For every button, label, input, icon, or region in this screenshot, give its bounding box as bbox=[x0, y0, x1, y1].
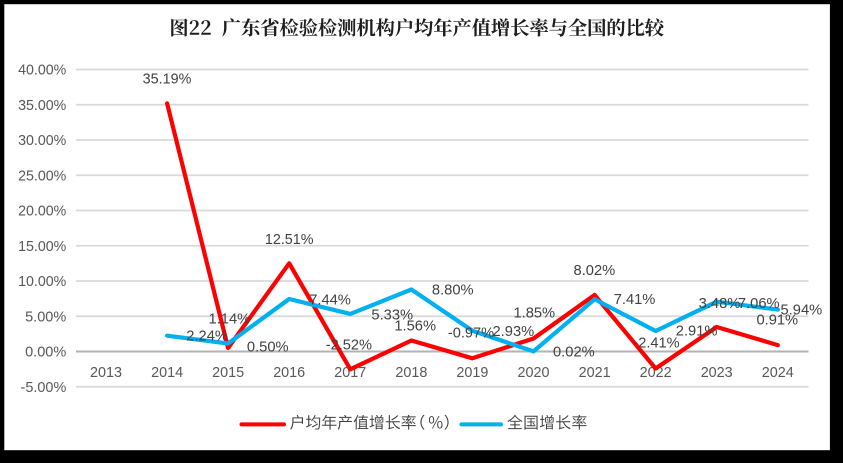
svg-text:-2.52%: -2.52% bbox=[326, 337, 372, 353]
svg-text:7.44%: 7.44% bbox=[309, 293, 351, 309]
svg-text:2.24%: 2.24% bbox=[186, 328, 228, 344]
svg-text:2013: 2013 bbox=[90, 364, 122, 381]
svg-text:2018: 2018 bbox=[395, 364, 427, 381]
svg-text:7.41%: 7.41% bbox=[614, 292, 656, 308]
svg-text:1.14%: 1.14% bbox=[209, 311, 251, 327]
svg-text:15.00%: 15.00% bbox=[18, 238, 66, 255]
svg-text:1.56%: 1.56% bbox=[394, 319, 436, 335]
svg-text:2014: 2014 bbox=[151, 364, 183, 381]
svg-text:2019: 2019 bbox=[456, 364, 488, 381]
svg-text:5.33%: 5.33% bbox=[371, 308, 413, 324]
svg-text:-2.41%: -2.41% bbox=[633, 335, 679, 351]
svg-text:20.00%: 20.00% bbox=[18, 203, 66, 220]
svg-text:2015: 2015 bbox=[212, 364, 244, 381]
svg-text:0.02%: 0.02% bbox=[553, 345, 595, 361]
svg-text:2.93%: 2.93% bbox=[493, 324, 535, 340]
svg-text:12.51%: 12.51% bbox=[265, 232, 314, 248]
svg-text:2023: 2023 bbox=[701, 364, 733, 381]
svg-text:8.02%: 8.02% bbox=[574, 263, 616, 279]
svg-text:35.19%: 35.19% bbox=[143, 71, 192, 87]
svg-text:-0.97%: -0.97% bbox=[448, 325, 494, 341]
svg-text:5.00%: 5.00% bbox=[25, 308, 66, 325]
svg-text:2024: 2024 bbox=[762, 364, 794, 381]
svg-text:2022: 2022 bbox=[640, 364, 672, 381]
svg-text:25.00%: 25.00% bbox=[18, 167, 66, 184]
svg-text:1.85%: 1.85% bbox=[513, 306, 555, 322]
svg-text:35.00%: 35.00% bbox=[18, 97, 66, 114]
svg-text:2021: 2021 bbox=[579, 364, 611, 381]
svg-text:-5.00%: -5.00% bbox=[21, 379, 67, 396]
svg-text:2016: 2016 bbox=[273, 364, 305, 381]
svg-text:3.48%: 3.48% bbox=[699, 296, 741, 312]
svg-text:0.50%: 0.50% bbox=[247, 340, 289, 356]
svg-text:2020: 2020 bbox=[518, 364, 550, 381]
svg-text:5.94%: 5.94% bbox=[781, 303, 823, 319]
svg-text:2.91%: 2.91% bbox=[676, 324, 718, 340]
svg-text:10.00%: 10.00% bbox=[18, 273, 66, 290]
svg-text:0.91%: 0.91% bbox=[756, 313, 798, 329]
svg-text:8.80%: 8.80% bbox=[432, 283, 474, 299]
svg-text:30.00%: 30.00% bbox=[18, 132, 66, 149]
svg-text:40.00%: 40.00% bbox=[18, 62, 66, 79]
svg-text:0.00%: 0.00% bbox=[25, 344, 66, 361]
svg-text:7.06%: 7.06% bbox=[738, 296, 780, 312]
svg-text:2017: 2017 bbox=[334, 364, 366, 381]
